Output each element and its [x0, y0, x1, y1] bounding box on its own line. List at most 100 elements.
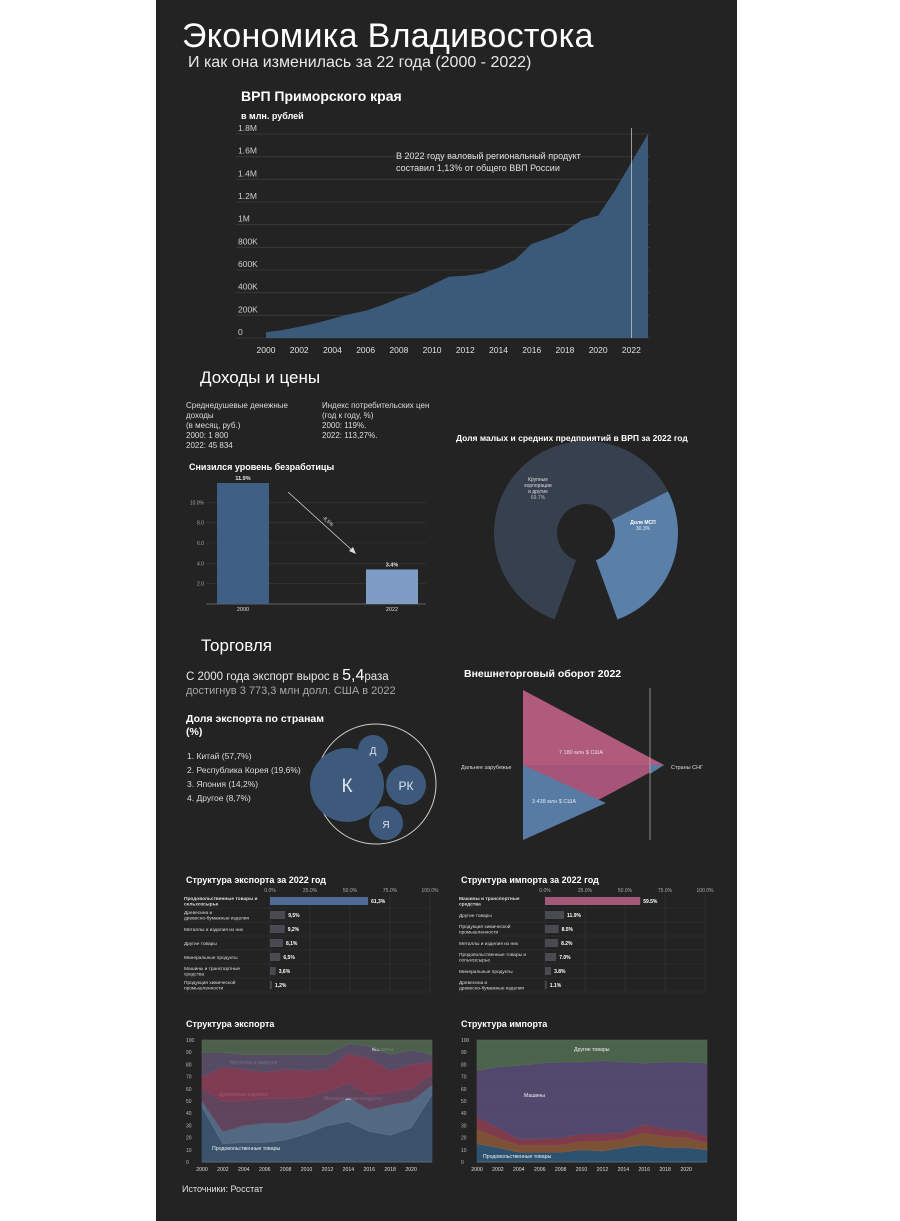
area-series	[476, 1039, 708, 1071]
area-x-tick: 2016	[638, 1167, 650, 1173]
list-item: 1. Китай (57,7%)	[187, 751, 252, 761]
unemp-x-tick: 2000	[237, 607, 249, 613]
bar-value-label: 1.1%	[550, 983, 562, 989]
bar-category-label: Машины и транспортные	[184, 966, 240, 972]
grp-x-tick: 2012	[456, 345, 475, 355]
bar-category-label: Продовольственные товары и	[184, 896, 258, 902]
export-growth-line2: достигнув 3 773,3 млн долл. США в 2022	[186, 685, 396, 697]
area-x-tick: 2014	[343, 1167, 355, 1173]
area-y-tick: 90	[461, 1050, 467, 1056]
area-x-tick: 2020	[405, 1167, 417, 1173]
bar-category-label: Продукция химической	[184, 979, 236, 986]
grp-y-tick: 200K	[238, 304, 258, 314]
bar-axis-tick: 75.0%	[658, 888, 673, 894]
bar-category-label: промышленности	[459, 931, 499, 936]
unemp-bar-label: 11.9%	[235, 476, 250, 482]
sme-slice-label: корпорации	[524, 483, 552, 489]
unemp-y-tick: 6.0	[197, 541, 204, 547]
unemp-y-tick: 4.0	[197, 561, 204, 567]
area-x-tick: 2000	[471, 1167, 483, 1173]
bar-value-label: 7.0%	[559, 955, 571, 961]
grp-annotation-line2: составил 1,13% от общего ВВП России	[396, 163, 560, 173]
bar-category-label: Другие товары	[184, 941, 217, 947]
bubble-other-label: Д	[370, 746, 377, 757]
income-right-line: 2022: 113,27%.	[322, 431, 378, 440]
unemp-y-tick: 2.0	[197, 582, 204, 588]
sme-slice	[595, 491, 678, 620]
unemp-arrow-head	[349, 547, 356, 554]
bar-value-rect	[270, 967, 276, 975]
area-y-tick: 100	[461, 1038, 470, 1044]
sme-slice	[494, 441, 669, 620]
income-heading: Доходы и цены	[200, 368, 321, 387]
bubble-china	[310, 748, 384, 822]
bubble-other	[358, 735, 388, 765]
area-y-tick: 60	[186, 1087, 192, 1093]
area-y-tick: 10	[461, 1148, 467, 1154]
bar-value-label: 6,5%	[283, 955, 295, 961]
area-x-tick: 2006	[534, 1167, 546, 1173]
area-series-label: Продовольственные товары	[212, 1146, 281, 1152]
turnover-title: Внешнеторговый оборот 2022	[464, 668, 622, 680]
sources-footer: Источники: Росстат	[182, 1184, 264, 1194]
bar-axis-tick: 25.0%	[303, 888, 318, 894]
grp-y-tick: 1.4M	[238, 168, 257, 178]
grp-x-tick: 2016	[522, 345, 541, 355]
bar-value-label: 3,6%	[279, 969, 291, 975]
area-x-tick: 2012	[322, 1167, 334, 1173]
export-share-title: Доля экспорта по странам (%)	[186, 713, 324, 739]
bar-axis-tick: 50.0%	[343, 888, 358, 894]
unemp-bar-label: 3.4%	[386, 562, 399, 568]
bar-axis-tick: 0.0%	[264, 888, 276, 894]
grp-annotation: В 2022 году валовый региональный продукт…	[396, 150, 581, 174]
bar-value-rect	[270, 981, 272, 989]
grp-x-tick: 2004	[323, 345, 342, 355]
bar-category-label: древесно-бумажные изделия	[459, 986, 524, 992]
bar-value-label: 8.2%	[561, 941, 573, 947]
bar-category-label: Металлы и изделия из них	[459, 941, 519, 947]
bar-axis-tick: 25.0%	[578, 888, 593, 894]
bar-value-rect	[270, 911, 286, 919]
grp-y-tick: 600K	[238, 259, 258, 269]
grp-x-tick: 2008	[389, 345, 408, 355]
bar-value-label: 8,1%	[286, 941, 298, 947]
grp-chart-title: ВРП Приморского края	[241, 88, 402, 104]
list-item: 3. Япония (14,2%)	[187, 779, 259, 789]
area-y-tick: 40	[186, 1111, 192, 1117]
bar-value-label: 3.8%	[554, 969, 566, 975]
grp-y-tick: 1M	[238, 214, 250, 224]
area-series-label: Машины	[524, 1093, 545, 1099]
income-left-line: (в месяц, руб.)	[186, 421, 241, 430]
grp-x-tick: 2000	[257, 345, 276, 355]
income-left-line: 2000: 1 800	[186, 431, 229, 440]
export-growth-prefix: С 2000 года экспорт вырос в	[186, 671, 339, 683]
bar-category-label: средства	[184, 973, 205, 978]
infographic-panel: Экономика Владивостока И как она изменил…	[156, 0, 737, 1221]
area-x-tick: 2012	[597, 1167, 609, 1173]
area-x-tick: 2002	[217, 1167, 229, 1173]
area-y-tick: 50	[461, 1099, 467, 1105]
turnover-bottom-value: 3 438 млн $ США	[532, 799, 576, 805]
area-x-tick: 2004	[238, 1167, 250, 1173]
area-y-tick: 30	[461, 1123, 467, 1129]
unemp-y-tick: 10.0%	[190, 500, 205, 506]
export-share-bubbles: К РК Я Д	[310, 723, 437, 845]
bubble-korea-label: РК	[399, 779, 414, 793]
bar-axis-tick: 100.0%	[697, 888, 715, 894]
bubble-korea	[386, 765, 426, 805]
bar-value-label: 61,3%	[371, 899, 386, 905]
bar-category-label: Машины и транспортные	[459, 896, 520, 902]
sme-slice-value: 30.3%	[636, 526, 651, 532]
sme-slice-label: Крупные	[528, 477, 548, 483]
grp-x-tick: 2018	[555, 345, 574, 355]
bar-value-rect	[270, 897, 369, 905]
unemp-y-tick: 8.0	[197, 521, 204, 527]
grp-x-tick: 2014	[489, 345, 508, 355]
bar-value-rect	[270, 953, 281, 961]
turnover-chart: Дальнее зарубежье Страны СНГ 7 180 млн $…	[461, 688, 703, 840]
area-x-tick: 2020	[680, 1167, 692, 1173]
bubble-japan-label: Я	[382, 820, 389, 831]
bar-category-label: Другие товары	[459, 913, 492, 919]
bar-value-label: 11.9%	[567, 913, 581, 919]
